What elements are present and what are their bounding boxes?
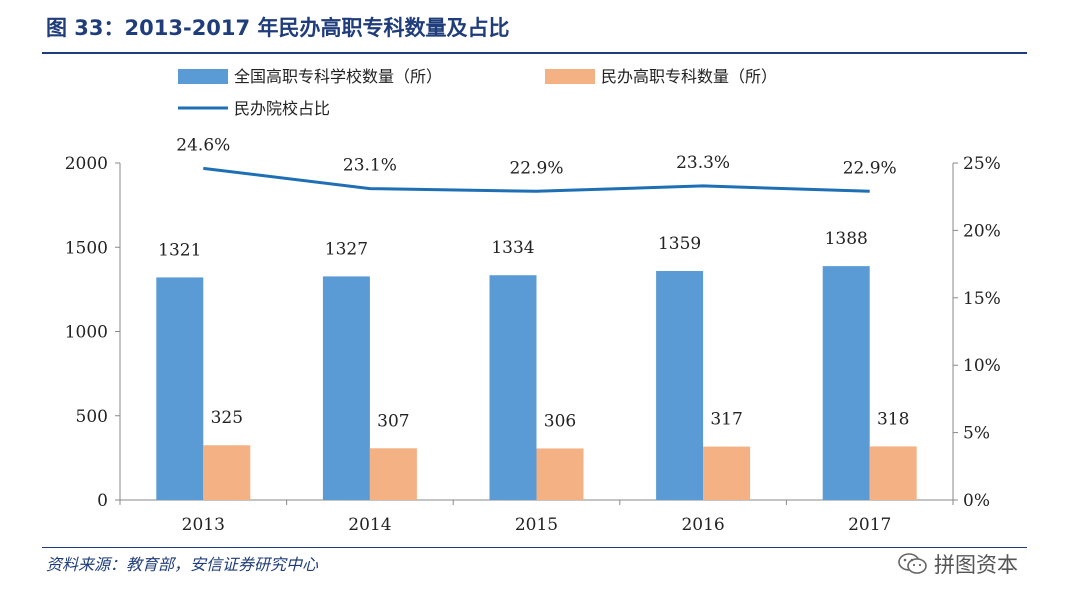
bar-private	[203, 445, 251, 500]
data-label-total: 1388	[825, 229, 868, 249]
data-label-private: 306	[544, 411, 576, 431]
legend-label: 全国高职专科学校数量（所）	[234, 67, 442, 86]
y-left-tick-label: 500	[76, 407, 108, 427]
data-label-share: 24.6%	[176, 135, 230, 155]
bar-private	[703, 446, 751, 500]
y-right-tick-label: 0%	[963, 491, 990, 511]
y-left-tick-label: 0	[97, 491, 108, 511]
bar-total	[656, 271, 704, 500]
y-left-tick-label: 1500	[65, 238, 108, 258]
source-note: 资料来源：教育部，安信证券研究中心	[46, 555, 319, 574]
bar-total	[322, 276, 370, 500]
bar-private	[536, 448, 584, 500]
line-private-share	[203, 166, 870, 193]
x-tick-label: 2013	[182, 515, 225, 535]
x-tick-label: 2015	[515, 515, 558, 535]
legend-label: 民办高职专科数量（所）	[601, 67, 777, 86]
bar-private	[869, 446, 917, 500]
chart-title: 图 33：2013-2017 年民办高职专科数量及占比	[46, 16, 510, 40]
watermark-text: 拼图资本	[934, 553, 1018, 577]
data-label-private: 307	[377, 411, 409, 431]
data-label-private: 318	[877, 409, 909, 429]
bar-private	[369, 448, 417, 500]
data-label-private: 317	[710, 410, 742, 430]
bar-total	[156, 277, 204, 500]
data-label-share: 22.9%	[509, 158, 563, 178]
wechat-icon	[898, 553, 927, 574]
watermark: 拼图资本	[898, 549, 1018, 579]
y-left-tick-label: 2000	[65, 154, 108, 174]
data-label-share: 23.3%	[676, 153, 730, 173]
data-label-total: 1321	[158, 240, 201, 260]
data-label-share: 23.1%	[343, 156, 397, 176]
y-right-tick-label: 5%	[963, 424, 990, 444]
y-right-tick-label: 25%	[963, 154, 1001, 174]
y-right-tick-label: 10%	[963, 356, 1001, 376]
y-right-tick-label: 15%	[963, 289, 1001, 309]
legend-swatch	[545, 69, 595, 84]
x-tick-label: 2016	[681, 515, 724, 535]
source-rule	[42, 547, 1027, 548]
title-rule	[42, 52, 1027, 54]
data-label-total: 1334	[491, 238, 534, 258]
data-label-total: 1327	[325, 239, 368, 259]
data-label-share: 22.9%	[843, 158, 897, 178]
x-tick-label: 2017	[848, 515, 891, 535]
y-left-tick-label: 1000	[65, 323, 108, 343]
legend-swatch	[178, 69, 228, 84]
data-label-total: 1359	[658, 234, 701, 254]
bar-total	[822, 266, 870, 500]
data-label-private: 325	[211, 408, 243, 428]
x-tick-label: 2014	[348, 515, 391, 535]
bar-total	[489, 275, 537, 500]
y-right-tick-label: 20%	[963, 221, 1001, 241]
legend-label: 民办院校占比	[234, 99, 330, 118]
